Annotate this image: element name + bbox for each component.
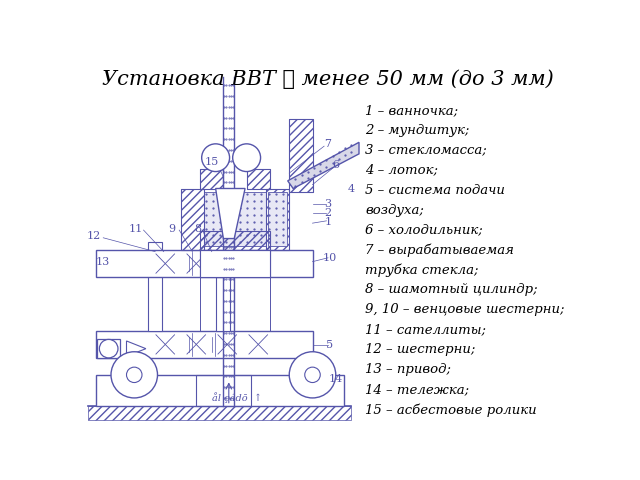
Polygon shape xyxy=(216,189,245,239)
Text: 4: 4 xyxy=(348,183,355,193)
Bar xyxy=(200,169,223,189)
Bar xyxy=(289,119,312,192)
Text: 10: 10 xyxy=(323,253,337,263)
Text: 8: 8 xyxy=(194,224,202,234)
Text: трубка стекла;: трубка стекла; xyxy=(365,264,479,277)
Bar xyxy=(200,231,270,250)
Polygon shape xyxy=(288,142,359,189)
Text: 6: 6 xyxy=(332,160,339,170)
Bar xyxy=(216,277,230,331)
Text: 15 – асбестовые ролики: 15 – асбестовые ролики xyxy=(365,403,537,417)
Text: 14 – тележка;: 14 – тележка; xyxy=(365,383,469,396)
Circle shape xyxy=(127,367,142,383)
Text: ål çádō  ↑: ål çádō ↑ xyxy=(212,393,262,403)
Bar xyxy=(200,169,223,189)
Text: 13: 13 xyxy=(96,257,110,267)
Text: 2: 2 xyxy=(324,208,332,218)
Bar xyxy=(95,331,312,358)
Bar xyxy=(200,277,270,331)
Bar xyxy=(200,250,270,277)
Bar xyxy=(95,375,344,406)
Circle shape xyxy=(111,352,157,398)
Bar xyxy=(95,250,312,277)
Bar xyxy=(200,250,270,277)
Bar xyxy=(180,189,204,250)
Bar xyxy=(289,119,312,192)
Text: 14: 14 xyxy=(328,374,343,384)
Text: 3: 3 xyxy=(324,199,332,209)
Bar xyxy=(246,169,270,189)
Text: 8 – шамотный цилиндр;: 8 – шамотный цилиндр; xyxy=(365,283,538,297)
Text: 4 – лоток;: 4 – лоток; xyxy=(365,164,438,177)
Circle shape xyxy=(289,352,336,398)
Text: 7 – вырабатываемая: 7 – вырабатываемая xyxy=(365,243,514,257)
Polygon shape xyxy=(127,341,146,356)
Text: 2 – мундштук;: 2 – мундштук; xyxy=(365,124,470,137)
Text: 7: 7 xyxy=(324,139,332,149)
Text: 12: 12 xyxy=(87,231,101,241)
Bar xyxy=(268,192,287,246)
Bar xyxy=(180,189,204,250)
Text: 6 – холодильник;: 6 – холодильник; xyxy=(365,224,483,237)
Bar xyxy=(148,242,162,331)
Text: 5: 5 xyxy=(326,340,333,350)
Bar xyxy=(196,375,250,406)
Text: 11 – сателлиты;: 11 – сателлиты; xyxy=(365,324,486,336)
Bar xyxy=(246,169,270,189)
Bar xyxy=(97,339,120,358)
Bar xyxy=(266,189,289,250)
Text: 9: 9 xyxy=(168,224,175,234)
Bar xyxy=(200,250,270,277)
Circle shape xyxy=(99,339,118,358)
Circle shape xyxy=(233,144,260,171)
Text: 5 – система подачи: 5 – система подачи xyxy=(365,184,505,197)
Text: 13 – привод;: 13 – привод; xyxy=(365,363,451,376)
Bar xyxy=(204,192,266,246)
Circle shape xyxy=(305,367,320,383)
Text: 12 – шестерни;: 12 – шестерни; xyxy=(365,343,476,356)
Bar xyxy=(266,189,289,250)
Text: Установка ВВТ ∅ менее 50 мм (до 3 мм): Установка ВВТ ∅ менее 50 мм (до 3 мм) xyxy=(102,69,554,89)
Bar xyxy=(196,375,250,406)
Bar xyxy=(88,406,351,420)
Circle shape xyxy=(202,144,230,171)
Text: 9, 10 – венцовые шестерни;: 9, 10 – венцовые шестерни; xyxy=(365,303,564,316)
Bar xyxy=(200,231,270,250)
Text: воздуха;: воздуха; xyxy=(365,204,424,216)
Text: 1 – ванночка;: 1 – ванночка; xyxy=(365,104,458,117)
Text: 11: 11 xyxy=(129,224,143,234)
Text: 1: 1 xyxy=(324,217,332,228)
Text: 3 – стекломасса;: 3 – стекломасса; xyxy=(365,144,487,156)
Text: 15: 15 xyxy=(205,156,219,167)
